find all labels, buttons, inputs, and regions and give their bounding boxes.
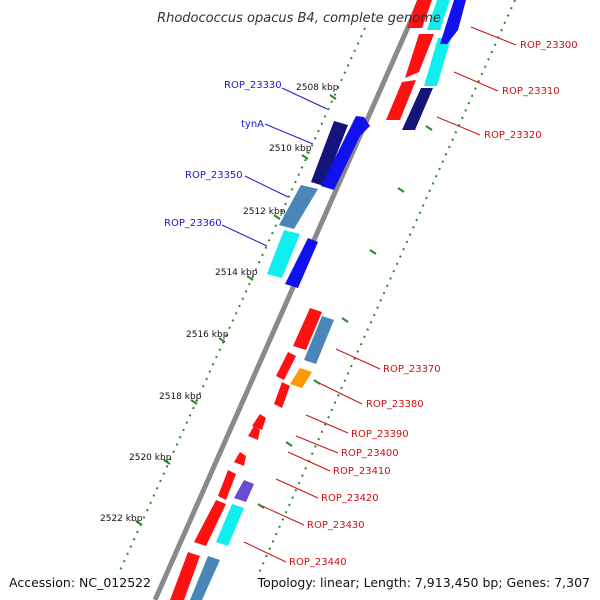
gene-lower-red-1[interactable]	[276, 352, 296, 380]
rop-23310-leader	[453, 71, 499, 92]
kbp-tick-mark	[190, 399, 198, 405]
kbp-label: 2518 kbp	[159, 392, 202, 402]
gene-upper-cyan-1[interactable]	[427, 0, 450, 30]
gene-rop-23320-block[interactable]	[386, 80, 416, 120]
gene-label-rop-23440[interactable]: ROP_23440	[289, 557, 347, 568]
rop-23370-leader	[335, 348, 381, 370]
kbp-tick-mark	[273, 214, 281, 220]
rop-23440-leader	[243, 541, 287, 563]
gene-rop-23370-block[interactable]	[293, 308, 322, 350]
gene-rop-23370-steel[interactable]	[304, 316, 334, 364]
gene-label-rop-23320[interactable]: ROP_23320	[484, 130, 542, 141]
kbp-tick-marks	[135, 94, 337, 526]
rop-23430-leader	[261, 505, 305, 526]
gene-rop-23310-block[interactable]	[405, 34, 434, 78]
rop-23320-leader	[436, 116, 481, 136]
rop-23360-leader	[221, 224, 268, 247]
kbp-label: 2514 kbp	[215, 268, 258, 278]
right-tick-mark	[369, 249, 377, 255]
rop-23350-leader	[244, 175, 289, 198]
right-dotted-guide	[257, 0, 516, 576]
gene-label-rop-23310[interactable]: ROP_23310	[502, 86, 560, 97]
right-tick-mark	[285, 441, 293, 447]
accession-text: Accession: NC_012522	[9, 575, 151, 590]
tyna-leader	[264, 123, 314, 145]
gene-upper-blue[interactable]	[440, 0, 466, 44]
kbp-label: 2522 kbp	[100, 514, 143, 524]
gene-rop-23330-block[interactable]	[311, 121, 348, 186]
gene-rop-23380-block[interactable]	[290, 368, 312, 388]
gene-label-tyna[interactable]: tynA	[241, 119, 264, 130]
rop-23410-leader	[287, 451, 331, 472]
rop-23330-leader	[281, 87, 328, 110]
gene-rop-23360-arrow[interactable]	[285, 238, 318, 288]
gene-lower-red-3[interactable]	[194, 500, 226, 546]
gene-rop-23420-block[interactable]	[234, 480, 254, 502]
kbp-tick-mark	[246, 275, 254, 281]
gene-label-rop-23430[interactable]: ROP_23430	[307, 520, 365, 531]
kbp-label: 2516 kbp	[186, 330, 229, 340]
gene-rop-23390-block[interactable]	[252, 414, 266, 430]
gene-upper-navy[interactable]	[402, 88, 433, 130]
gene-label-rop-23390[interactable]: ROP_23390	[351, 429, 409, 440]
kbp-label: 2520 kbp	[129, 453, 172, 463]
kbp-tick-mark	[135, 520, 143, 526]
right-tick-mark	[425, 125, 433, 131]
gene-label-rop-23300[interactable]: ROP_23300	[520, 40, 578, 51]
right-tick-mark	[341, 317, 349, 323]
gene-label-rop-23400[interactable]: ROP_23400	[341, 448, 399, 459]
gene-label-rop-23360[interactable]: ROP_23360	[164, 218, 222, 229]
gene-label-rop-23330[interactable]: ROP_23330	[224, 80, 282, 91]
gene-rop-23440-block[interactable]	[218, 470, 236, 500]
rop-23400-leader	[295, 435, 339, 454]
gene-upper-cyan-2[interactable]	[424, 38, 451, 86]
gene-rop-23410-block[interactable]	[234, 452, 246, 466]
kbp-label: 2512 kbp	[243, 207, 286, 217]
rop-23390-leader	[305, 414, 349, 434]
gene-label-rop-23370[interactable]: ROP_23370	[383, 364, 441, 375]
gene-label-rop-23420[interactable]: ROP_23420	[321, 493, 379, 504]
rop-23420-leader	[275, 478, 319, 499]
gene-tyna-block[interactable]	[279, 185, 318, 229]
right-tick-mark	[397, 187, 405, 193]
gene-rop-23430-block[interactable]	[216, 504, 244, 546]
kbp-tick-mark	[163, 459, 171, 465]
kbp-tick-mark	[218, 337, 226, 343]
gene-lower-steel[interactable]	[190, 556, 220, 600]
gene-label-rop-23410[interactable]: ROP_23410	[333, 466, 391, 477]
kbp-tick-mark	[329, 94, 337, 100]
gene-lower-red-4[interactable]	[170, 552, 200, 600]
kbp-label: 2510 kbp	[269, 144, 312, 154]
map-title: Rhodococcus opacus B4, complete genome	[157, 11, 441, 26]
gene-rop-23300-block[interactable]	[407, 0, 432, 28]
gene-rop-23400-block[interactable]	[248, 426, 260, 440]
gene-lower-red-2[interactable]	[274, 382, 290, 408]
gene-tyna-arrow[interactable]	[321, 116, 370, 190]
right-tick-mark	[257, 503, 265, 509]
rop-23300-leader	[470, 26, 517, 46]
gene-label-rop-23350[interactable]: ROP_23350	[185, 170, 243, 181]
gene-label-rop-23380[interactable]: ROP_23380	[366, 399, 424, 410]
genome-backbone	[152, 0, 423, 600]
kbp-tick-mark	[301, 154, 309, 160]
kbp-label: 2508 kbp	[296, 83, 339, 93]
gene-rop-23350-block[interactable]	[267, 230, 300, 278]
topology-text: Topology: linear; Length: 7,913,450 bp; …	[257, 575, 590, 590]
rop-23380-leader	[318, 382, 363, 405]
